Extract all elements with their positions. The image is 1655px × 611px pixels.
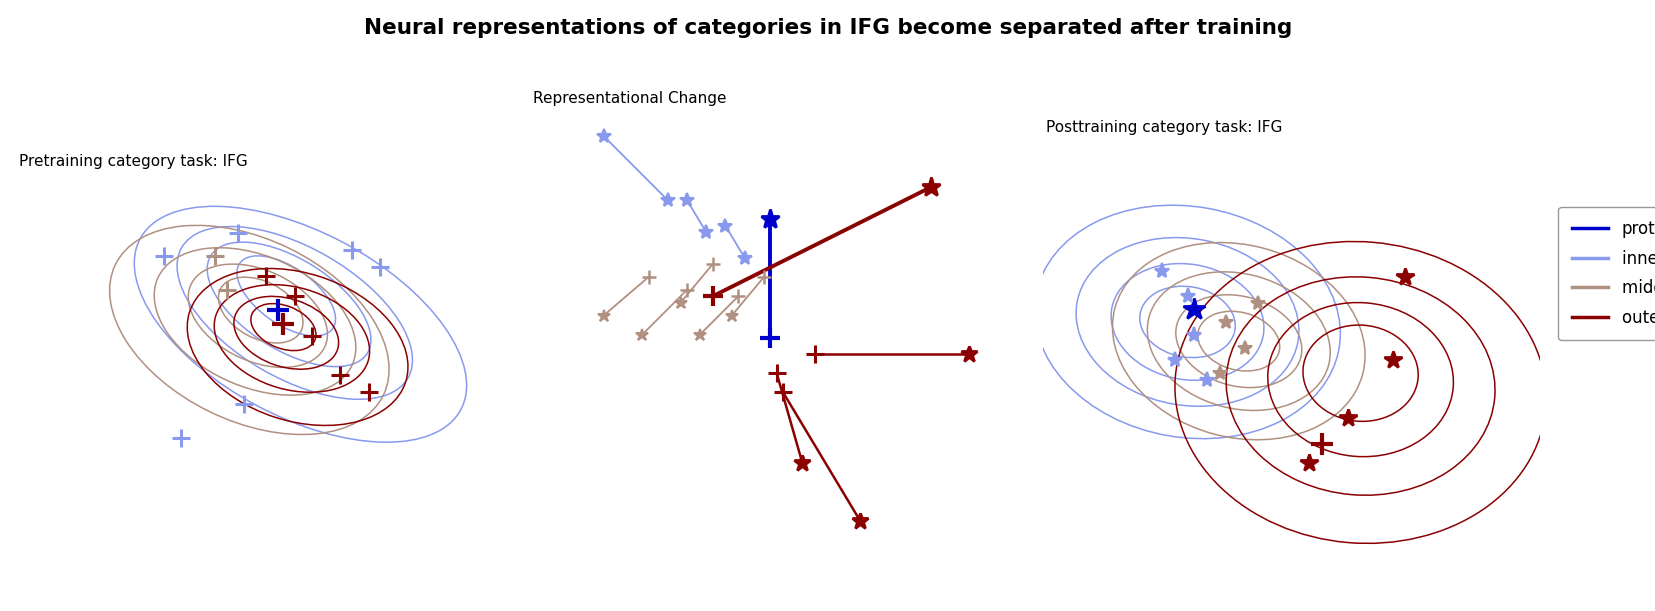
Text: Posttraining category task: IFG: Posttraining category task: IFG xyxy=(1046,120,1283,135)
Text: Representational Change: Representational Change xyxy=(533,91,727,106)
Legend: prototype, inner ring, middle ring, outer ring: prototype, inner ring, middle ring, oute… xyxy=(1557,207,1655,340)
Text: Pretraining category task: IFG: Pretraining category task: IFG xyxy=(20,154,248,169)
Text: Neural representations of categories in IFG become separated after training: Neural representations of categories in … xyxy=(364,18,1291,38)
